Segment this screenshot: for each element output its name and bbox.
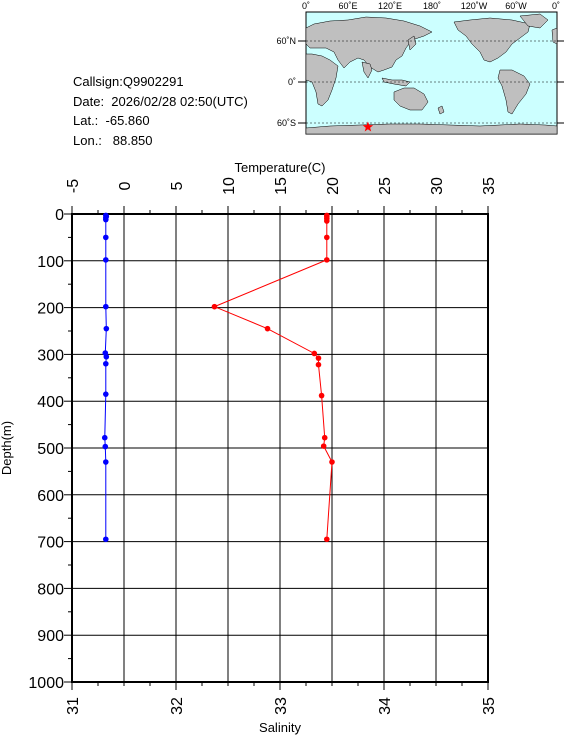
map-lon-label: 180˚ <box>423 1 441 11</box>
map-lon-label: 0˚ <box>552 1 560 11</box>
salinity-data-point <box>320 443 327 449</box>
depth-tick-label: 800 <box>37 581 64 598</box>
depth-tick-label: 600 <box>37 488 64 505</box>
map-tick-marks <box>298 40 564 124</box>
temperature-tick-label: -5 <box>65 179 82 193</box>
station-marker-star <box>362 121 374 132</box>
map-lat-label: 0˚ <box>288 77 296 87</box>
temperature-data-point <box>103 216 109 223</box>
map-land <box>305 13 558 135</box>
depth-tick-label: 500 <box>37 441 64 458</box>
temperature-data-point <box>101 434 108 441</box>
temperature-data-point <box>103 536 109 543</box>
map-lon-label: 120˚E <box>378 1 402 11</box>
salinity-axis-ticks: 31 32 33 34 35 <box>65 682 498 715</box>
depth-axis-title: Depth(m) <box>0 421 14 475</box>
temperature-axis-ticks: -5 0 5 10 15 20 25 30 35 <box>65 177 498 214</box>
salinity-data-point <box>324 218 330 224</box>
salinity-data-point <box>321 434 328 441</box>
depth-axis-ticks: 0 100 200 300 400 500 600 700 800 900 1000 <box>28 207 72 692</box>
temperature-data-point <box>103 459 109 465</box>
date-text: Date: 2026/02/28 02:50(UTC) <box>73 93 248 109</box>
salinity-data-point <box>315 355 322 361</box>
data-series <box>101 212 335 543</box>
latitude-text: Lat.: -65.860 <box>73 113 150 128</box>
station-info: Callsign:Q9902291 Date: 2026/02/28 02:50… <box>73 72 248 150</box>
chart-grid <box>71 213 489 683</box>
temperature-data-point <box>103 257 109 263</box>
depth-tick-label: 700 <box>37 535 64 552</box>
map-lon-label: 60˚E <box>338 1 357 11</box>
temperature-axis-title: Temperature(C) <box>234 160 325 175</box>
temperature-profile-line <box>104 215 107 540</box>
temperature-data-point <box>103 391 109 397</box>
salinity-tick-label: 33 <box>273 697 290 715</box>
temperature-tick-label: 30 <box>429 177 446 195</box>
location-map: 0˚ 60˚E 120˚E 180˚ 120˚W 60˚W 0˚ 60˚N 0˚… <box>276 1 564 135</box>
temperature-data-point <box>103 325 110 332</box>
salinity-data-point <box>324 234 330 241</box>
temperature-tick-label: 20 <box>325 177 342 195</box>
depth-tick-label: 900 <box>37 628 64 645</box>
salinity-tick-label: 32 <box>169 697 186 715</box>
temperature-data-point <box>103 360 109 367</box>
depth-tick-label: 1000 <box>28 675 64 692</box>
map-lat-labels: 60˚N 0˚ 60˚S <box>276 36 296 128</box>
salinity-data-point <box>318 392 325 399</box>
temperature-data-point <box>102 443 109 450</box>
callsign-text: Callsign:Q9902291 <box>73 74 184 89</box>
salinity-tick-label: 35 <box>481 697 498 715</box>
depth-tick-label: 0 <box>55 207 64 224</box>
map-graticule <box>306 40 557 124</box>
temperature-data-point <box>103 353 110 360</box>
salinity-tick-label: 31 <box>65 697 82 715</box>
depth-tick-label: 400 <box>37 394 64 411</box>
salinity-tick-label: 34 <box>377 697 394 715</box>
map-lat-label: 60˚S <box>277 118 296 128</box>
map-lon-labels: 0˚ 60˚E 120˚E 180˚ 120˚W 60˚W 0˚ <box>302 1 560 11</box>
salinity-data-point <box>329 459 335 465</box>
depth-tick-label: 200 <box>37 301 64 318</box>
salinity-data-point <box>264 325 271 332</box>
salinity-data-point <box>324 536 330 543</box>
temperature-data-point <box>103 234 109 241</box>
temperature-data-point <box>103 303 109 310</box>
map-lon-label: 120˚W <box>461 1 488 11</box>
temperature-tick-label: 25 <box>377 177 394 195</box>
salinity-data-point <box>211 303 218 310</box>
map-lon-label: 0˚ <box>302 1 310 11</box>
salinity-profile-line <box>213 215 333 540</box>
salinity-data-point <box>311 350 318 357</box>
map-lat-label: 60˚N <box>276 36 296 46</box>
temperature-tick-label: 5 <box>169 181 186 190</box>
longitude-text: Lon.: 88.850 <box>73 132 153 148</box>
map-lon-label: 60˚W <box>505 1 527 11</box>
temperature-tick-label: 10 <box>221 177 238 195</box>
depth-tick-label: 300 <box>37 347 64 364</box>
salinity-data-point <box>315 361 322 368</box>
temperature-tick-label: 0 <box>117 181 134 190</box>
temperature-tick-label: 15 <box>273 177 290 195</box>
salinity-data-point <box>324 257 330 263</box>
depth-tick-label: 100 <box>37 254 64 271</box>
temperature-tick-label: 35 <box>481 177 498 195</box>
salinity-axis-title: Salinity <box>259 720 301 735</box>
